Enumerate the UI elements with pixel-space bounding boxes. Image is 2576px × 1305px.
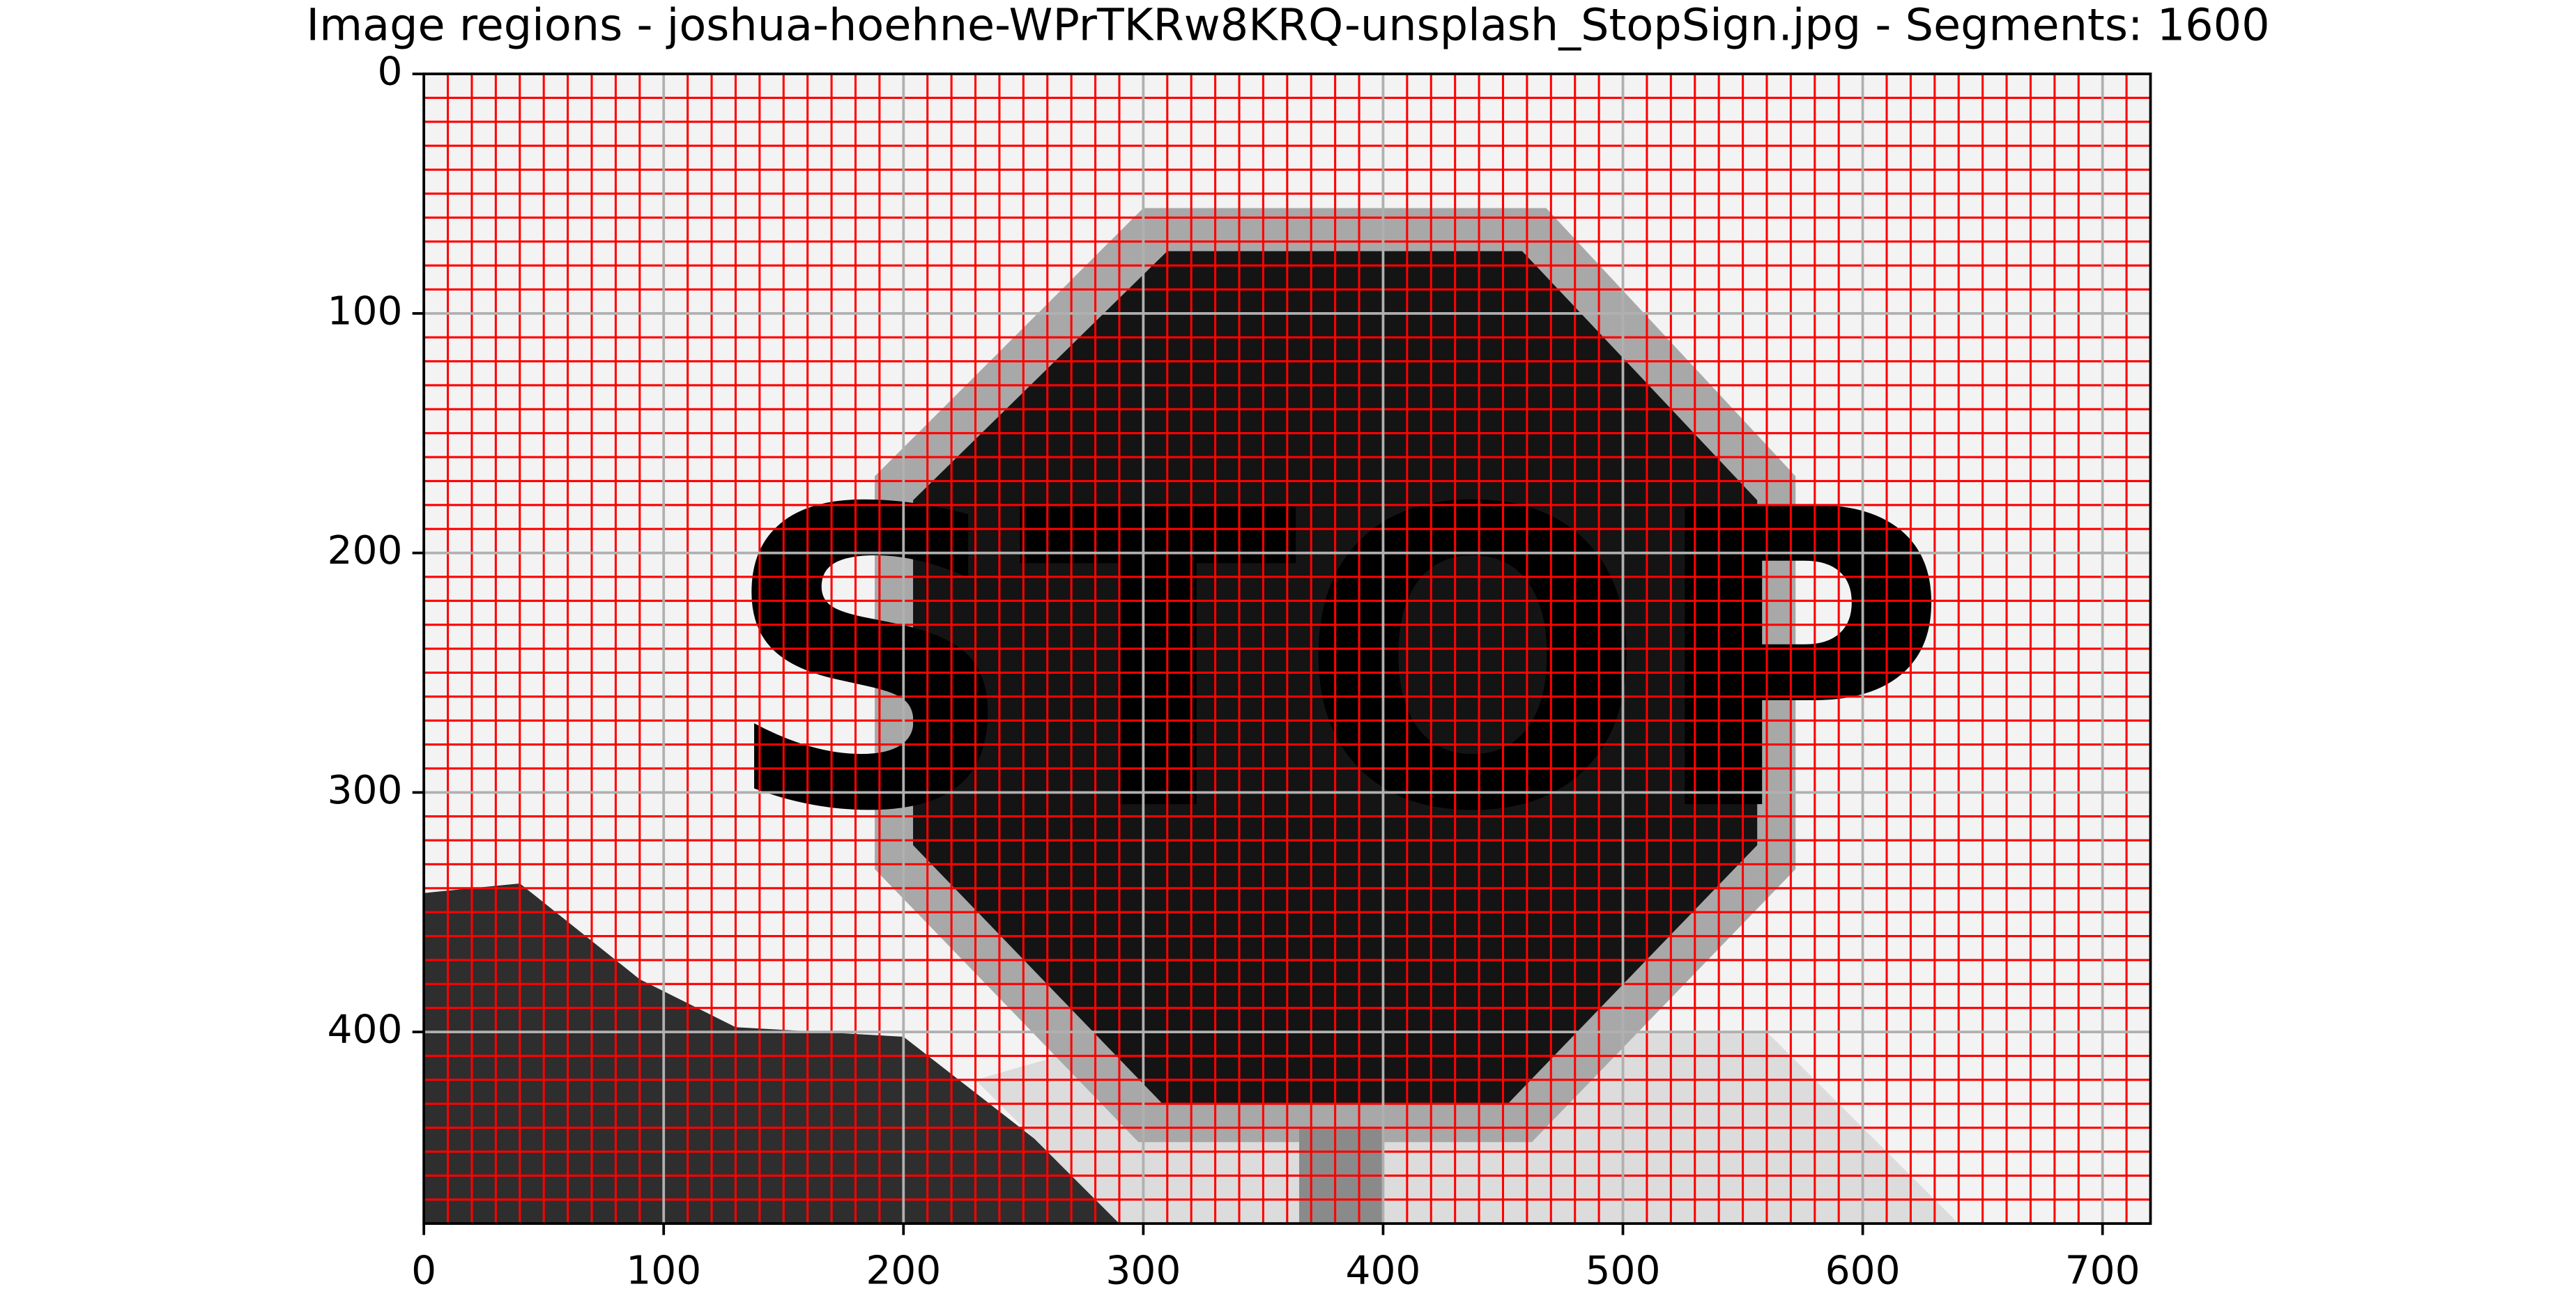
axes-frame — [422, 72, 2152, 1225]
y-tick-label: 0 — [378, 49, 403, 95]
y-tick-label: 200 — [328, 527, 403, 573]
y-tick-label: 400 — [328, 1007, 403, 1053]
x-tick-label: 200 — [866, 1247, 941, 1293]
x-tick-label: 300 — [1105, 1247, 1181, 1293]
x-tick-label: 100 — [626, 1247, 701, 1293]
chart-title: Image regions - joshua-hoehne-WPrTKRw8KR… — [306, 0, 2269, 52]
x-tick-label: 400 — [1345, 1247, 1420, 1293]
axes: 0 100 200 300 400 500 600 700 0 100 200 300 400 — [328, 49, 2152, 1293]
x-tick-label: 700 — [2065, 1247, 2140, 1293]
x-tick-label: 500 — [1586, 1247, 1661, 1293]
y-tick-label: 300 — [328, 767, 403, 813]
x-tick-label: 0 — [411, 1247, 436, 1293]
y-tick-label: 100 — [328, 288, 403, 334]
x-tick-label: 600 — [1825, 1247, 1901, 1293]
segmented-image: STOP — [424, 74, 2151, 1224]
